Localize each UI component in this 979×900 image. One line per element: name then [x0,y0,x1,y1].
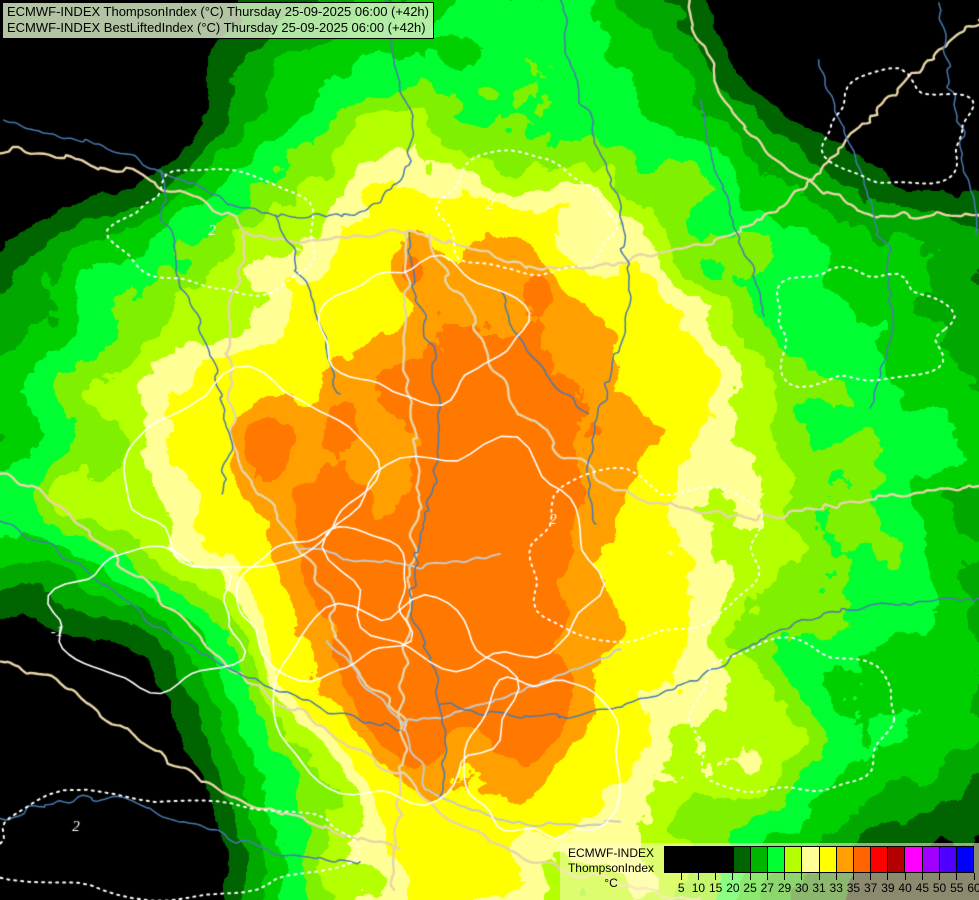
legend-tick [715,873,717,880]
legend-tick-marks [664,873,975,881]
legend-swatch [819,847,837,872]
legend-tick [904,873,906,880]
title-line-thompson-index: ECMWF-INDEX ThompsonIndex (°C) Thursday … [7,4,429,19]
legend-swatch [802,847,820,872]
legend-tick-label: 35 [846,881,861,895]
legend-tick-label: 25 [743,881,757,895]
legend-tick-label: 33 [829,881,843,895]
legend-tick [887,873,889,880]
legend-color-bar [664,846,974,873]
legend-swatch [699,847,717,872]
legend-swatch [922,847,940,872]
legend-tick-label: 40 [898,881,912,895]
legend-scale: 5 10 15 20 25 27 29 30 31 33 35 37 39 40 45 50 55 60 [664,846,979,897]
legend-swatch [939,847,957,872]
legend-tick [818,873,820,880]
legend-tick [784,873,786,880]
legend-swatch [905,847,923,872]
legend-title: ECMWF-INDEX [568,846,654,860]
legend-swatch [733,847,751,872]
legend-tick [956,873,958,880]
legend-tick [939,873,941,880]
legend-tick-label: 5 [677,881,685,895]
legend-tick-label: 20 [726,881,740,895]
legend-swatch [956,847,974,872]
legend-swatch [682,847,700,872]
legend-tick [852,873,854,880]
legend-tick-labels: 5 10 15 20 25 27 29 30 31 33 35 37 39 40 45 50 55 60 [664,881,979,897]
color-scale-legend: ECMWF-INDEX ThompsonIndex °C 5 10 15 20 25 27… [560,843,979,900]
map-title-box: ECMWF-INDEX ThompsonIndex (°C) Thursday … [2,2,434,39]
legend-units: °C [604,876,618,890]
legend-tick [766,873,768,880]
legend-tick-label: 50 [932,881,947,895]
legend-tick-label: 10 [691,881,706,895]
legend-tick-label: 60 [967,881,979,895]
legend-tick [835,873,837,880]
legend-swatch [888,847,906,872]
legend-swatch [853,847,872,872]
legend-swatch [750,847,769,872]
legend-tick-label: 30 [795,881,809,895]
legend-tick [870,873,872,880]
legend-swatch [871,847,889,872]
legend-tick-label: 31 [812,881,826,895]
legend-tick-label: 45 [915,881,930,895]
legend-swatch [768,847,786,872]
legend-tick-label: 37 [863,881,878,895]
legend-tick [921,873,923,880]
legend-tick-label: 15 [708,881,723,895]
legend-tick-label: 29 [777,881,792,895]
legend-tick [680,873,682,880]
legend-tick [697,873,699,880]
title-line-best-lifted-index: ECMWF-INDEX BestLiftedIndex (°C) Thursda… [7,20,426,35]
legend-tick-label: 55 [950,881,964,895]
legend-tick-label: 27 [760,881,775,895]
legend-caption: ECMWF-INDEX ThompsonIndex °C [560,843,662,891]
legend-swatch [785,847,803,872]
legend-tick-label: 39 [881,881,895,895]
legend-swatch [716,847,734,872]
legend-parameter: ThompsonIndex [567,861,655,875]
legend-tick [973,873,975,880]
legend-swatch [836,847,854,872]
legend-swatch [665,847,683,872]
legend-tick [749,873,751,880]
legend-tick [732,873,734,880]
legend-tick [801,873,803,880]
